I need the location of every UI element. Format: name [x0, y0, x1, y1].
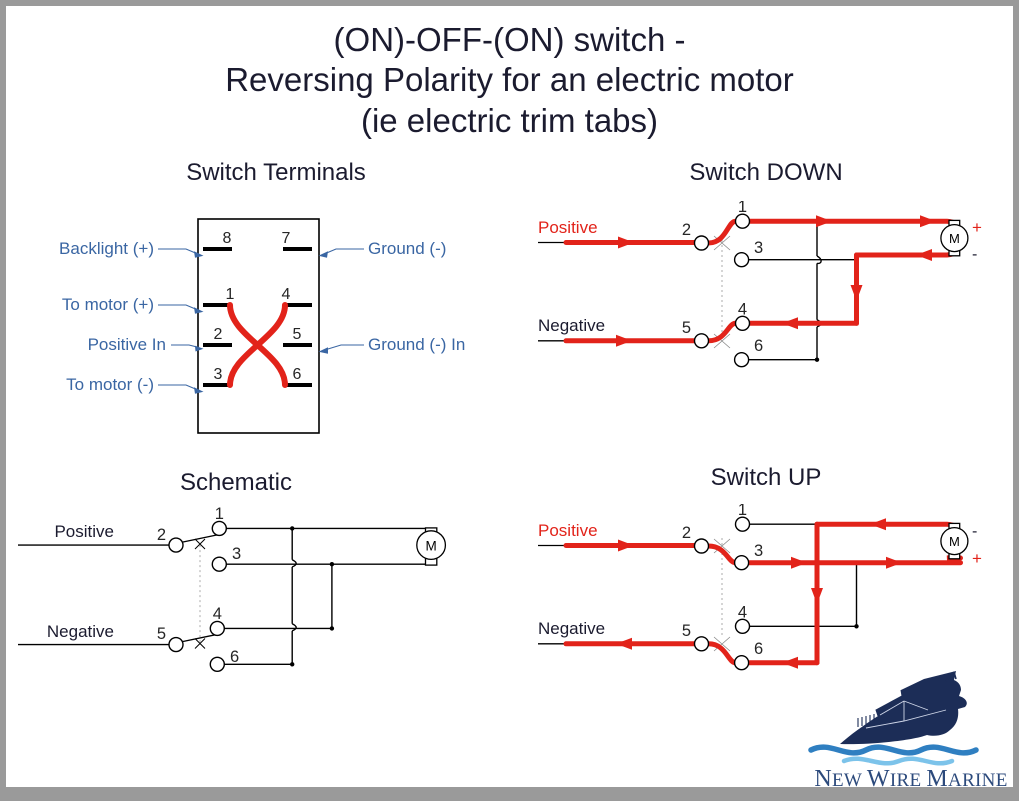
svg-text:5: 5 [293, 326, 302, 343]
svg-text:1: 1 [738, 504, 747, 519]
svg-text:4: 4 [213, 605, 222, 623]
svg-text:Positive: Positive [538, 218, 598, 237]
svg-text:Negative: Negative [47, 622, 114, 641]
svg-text:NEW WIRE MARINE: NEW WIRE MARINE [814, 766, 1007, 792]
svg-text:-: - [972, 523, 977, 540]
svg-text:Negative: Negative [538, 316, 605, 335]
svg-text:M: M [949, 534, 960, 549]
svg-text:6: 6 [754, 640, 763, 658]
svg-text:2: 2 [682, 524, 691, 542]
svg-text:4: 4 [738, 301, 747, 319]
svg-text:2: 2 [157, 526, 166, 544]
svg-text:7: 7 [282, 230, 291, 247]
svg-text:+: + [972, 218, 982, 237]
svg-text:8: 8 [223, 230, 232, 247]
svg-text:-: - [972, 246, 977, 263]
svg-text:3: 3 [754, 542, 763, 560]
svg-text:6: 6 [230, 648, 239, 666]
svg-text:6: 6 [293, 366, 302, 383]
svg-text:+: + [972, 549, 982, 568]
svg-text:6: 6 [754, 337, 763, 355]
svg-text:M: M [425, 538, 436, 553]
svg-text:5: 5 [682, 319, 691, 337]
svg-text:To motor (-): To motor (-) [66, 375, 154, 394]
svg-text:1: 1 [226, 286, 235, 303]
svg-text:M: M [949, 231, 960, 246]
svg-text:Ground (-) In: Ground (-) In [368, 335, 465, 354]
svg-text:Positive: Positive [538, 521, 598, 540]
svg-text:Ground (-): Ground (-) [368, 239, 446, 258]
svg-text:4: 4 [738, 604, 747, 622]
svg-text:Negative: Negative [538, 619, 605, 638]
svg-text:5: 5 [157, 625, 166, 643]
svg-text:Positive In: Positive In [88, 335, 166, 354]
svg-text:2: 2 [214, 326, 223, 343]
svg-text:3: 3 [214, 366, 223, 383]
svg-text:3: 3 [232, 545, 241, 563]
svg-text:2: 2 [682, 221, 691, 239]
svg-text:To motor (+): To motor (+) [62, 295, 154, 314]
svg-text:Backlight (+): Backlight (+) [59, 239, 154, 258]
svg-text:5: 5 [682, 622, 691, 640]
svg-text:1: 1 [215, 506, 224, 523]
svg-text:4: 4 [282, 286, 291, 303]
svg-text:Positive: Positive [54, 522, 114, 541]
svg-text:1: 1 [738, 201, 747, 216]
svg-text:3: 3 [754, 239, 763, 257]
